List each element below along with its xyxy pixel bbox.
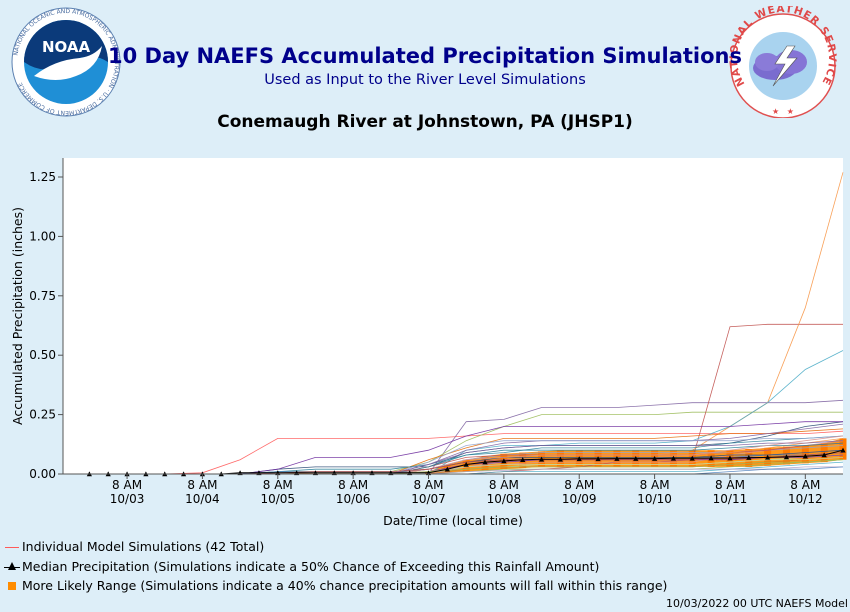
plot-area [63,158,843,474]
median-point [444,466,450,472]
median-point [463,461,469,467]
x-tick-date: 10/06 [336,492,371,506]
svg-text:★ ★: ★ ★ [772,107,794,116]
median-point [708,455,714,461]
x-tick-time: 8 AM [640,478,670,492]
legend-individual-label: Individual Model Simulations (42 Total) [22,539,265,554]
noaa-logo: NATIONAL OCEANIC AND ATMOSPHERIC ADMINIS… [11,7,121,117]
median-point [746,455,752,460]
y-axis-label: Accumulated Precipitation (inches) [10,207,25,425]
median-point [840,447,846,453]
median-point [614,455,620,461]
legend-range-label: More Likely Range (Simulations indicate … [22,578,668,593]
x-tick-time: 8 AM [338,478,368,492]
median-point [576,456,582,462]
y-tick-label: 1.25 [29,170,56,184]
legend-individual-swatch [4,541,20,553]
chart-title: 10 Day NAEFS Accumulated Precipitation S… [107,44,742,68]
x-tick-time: 8 AM [413,478,443,492]
median-point [670,455,677,461]
x-tick-time: 8 AM [112,478,142,492]
x-tick-date: 10/10 [637,492,672,506]
median-point [520,457,526,463]
median-point [557,456,563,462]
x-tick-time: 8 AM [489,478,519,492]
median-point [802,453,808,459]
y-tick-label: 0.75 [29,289,56,303]
x-tick-date: 10/03 [110,492,145,506]
legend-range: More Likely Range (Simulations indicate … [4,578,667,593]
model-run-footer: 10/03/2022 00 UTC NAEFS Model [665,597,848,610]
x-tick-time: 8 AM [187,478,217,492]
median-point [633,455,639,461]
chart-subtitle: Used as Input to the River Level Simulat… [264,72,586,88]
median-point [595,456,601,462]
x-tick-date: 10/11 [713,492,748,506]
median-point [501,458,507,464]
median-point [783,454,790,460]
legend-median-label: Median Precipitation (Simulations indica… [22,559,600,574]
legend-individual: Individual Model Simulations (42 Total) [4,539,264,554]
median-point [689,455,695,461]
median-point [651,455,658,461]
x-tick-date: 10/09 [562,492,597,506]
median-point [821,452,827,458]
x-axis-label: Date/Time (local time) [383,513,523,528]
location-title: Conemaugh River at Johnstown, PA (JHSP1) [217,112,633,132]
median-point [538,456,545,462]
y-tick-label: 0.25 [29,408,56,422]
x-tick-date: 10/05 [260,492,295,506]
y-tick-label: 0.00 [29,467,56,481]
median-point [727,455,733,461]
median-point [765,454,771,460]
y-tick-label: 1.00 [29,229,56,243]
y-tick-label: 0.50 [29,348,56,362]
median-point [482,459,488,465]
legend-median-swatch [4,561,20,573]
x-tick-date: 10/04 [185,492,220,506]
x-tick-date: 10/08 [487,492,522,506]
x-tick-time: 8 AM [790,478,820,492]
legend-median: Median Precipitation (Simulations indica… [4,559,599,574]
nws-logo: NATIONAL WEATHER SERVICE ★ ★ [728,6,837,118]
x-tick-time: 8 AM [263,478,293,492]
x-tick-date: 10/07 [411,492,446,506]
legend-range-swatch [4,580,20,592]
x-tick-time: 8 AM [564,478,594,492]
noaa-logo-text: NOAA [42,38,91,56]
x-tick-time: 8 AM [715,478,745,492]
x-tick-date: 10/12 [788,492,823,506]
